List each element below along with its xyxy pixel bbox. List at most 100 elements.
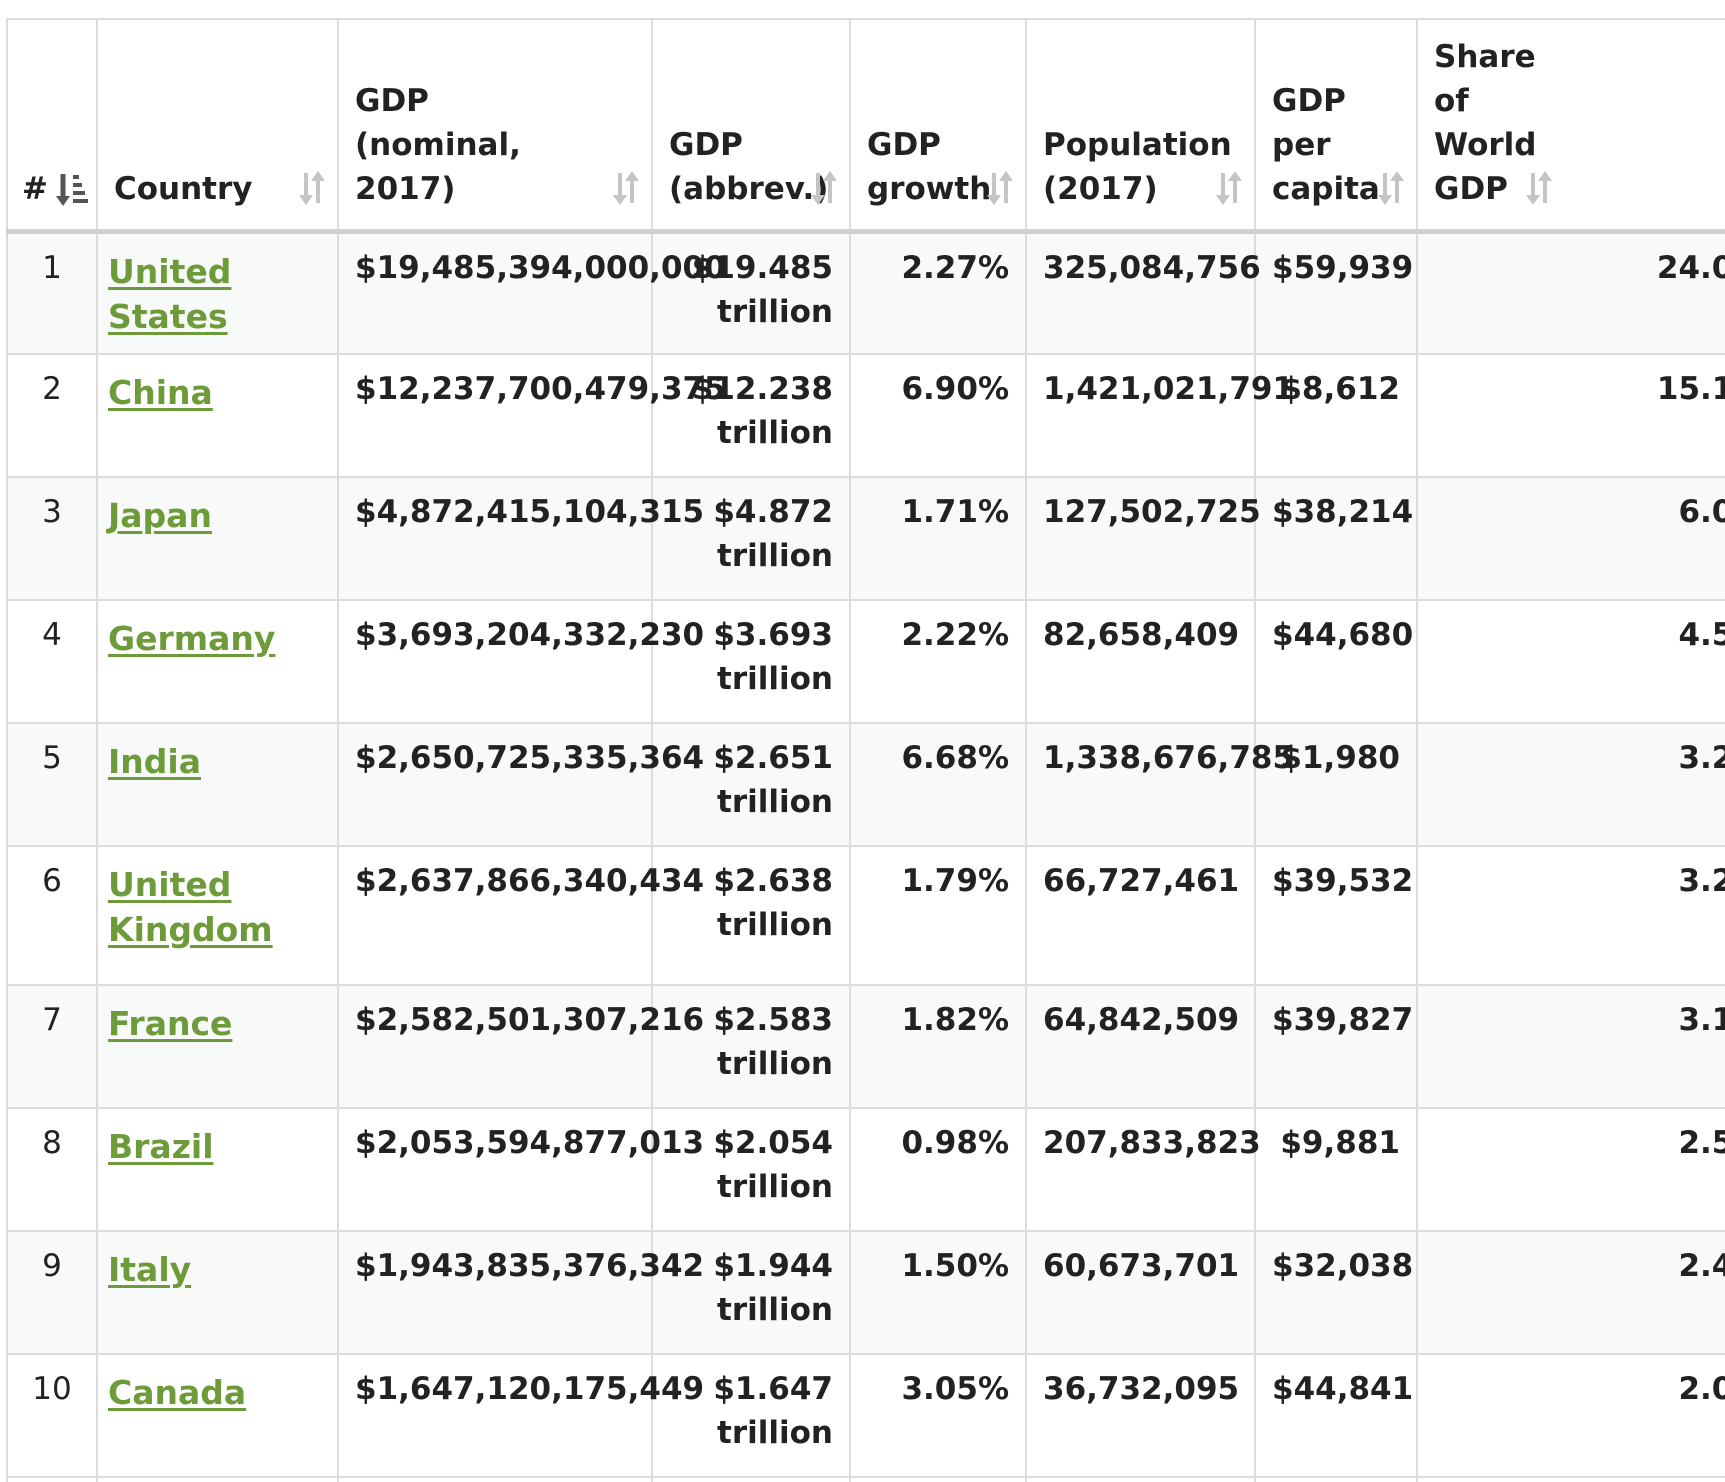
column-header-label: GDP per capita — [1272, 82, 1380, 207]
cell-rank: 8 — [6, 1107, 98, 1232]
cell-share-world-gdp: 15.12% — [1416, 353, 1725, 478]
cell-country: India — [96, 722, 339, 847]
cell-population: 325,084,756 — [1025, 230, 1261, 355]
gdp-abbrev-value: $2.638 trillion — [713, 863, 833, 943]
cell-share-world-gdp: 2.04% — [1416, 1353, 1725, 1478]
cell-gdp-abbrev: $2.638 trillion — [651, 845, 851, 986]
gdp-abbrev-value: $2.651 trillion — [713, 740, 833, 820]
cell-rank: 6 — [6, 845, 98, 986]
table-body: 1 United States $19,485,394,000,000 $19.485… — [6, 230, 1725, 1482]
cell-rank: 4 — [6, 599, 98, 724]
column-header-gdp-nominal[interactable]: GDP (nominal, 2017) — [337, 18, 653, 234]
cell-country: France — [96, 984, 339, 1109]
cell-gdp-per-capita: $8,612 — [1254, 353, 1418, 478]
sort-icon[interactable] — [611, 169, 641, 207]
table-row: 9 Italy $1,943,835,376,342 $1.944 trillion 1… — [6, 1230, 1725, 1355]
table-row-partial — [6, 1476, 1725, 1482]
table-row: 8 Brazil $2,053,594,877,013 $2.054 trillion… — [6, 1107, 1725, 1232]
cell-country: China — [96, 353, 339, 478]
cell-share-world-gdp: 3.28% — [1416, 722, 1725, 847]
cell-rank: 5 — [6, 722, 98, 847]
country-link[interactable]: India — [108, 742, 201, 781]
cell-country: Germany — [96, 599, 339, 724]
column-header-label: Country — [114, 170, 253, 207]
country-link[interactable]: France — [108, 1004, 233, 1043]
gdp-table: # Country GDP (nominal, 2017) GDP (abbrev.)… — [6, 18, 1725, 1482]
cell-rank: 9 — [6, 1230, 98, 1355]
gdp-table-container: # Country GDP (nominal, 2017) GDP (abbrev.)… — [6, 18, 1725, 1482]
cell-gdp-abbrev: $1.944 trillion — [651, 1230, 851, 1355]
sort-icon[interactable] — [297, 169, 327, 207]
cell-population: 127,502,725 — [1025, 476, 1261, 601]
empty-cell — [337, 1476, 653, 1482]
rank-header-wrap: # — [22, 167, 88, 211]
cell-gdp-growth: 1.71% — [849, 476, 1027, 601]
country-link[interactable]: Germany — [108, 619, 276, 658]
cell-rank: 2 — [6, 353, 98, 478]
sort-numeric-asc-icon[interactable] — [55, 170, 88, 208]
cell-population: 82,658,409 — [1025, 599, 1256, 724]
cell-rank: 1 — [6, 230, 98, 355]
column-header-share-world-gdp[interactable]: Share of World GDP — [1416, 18, 1725, 234]
empty-cell — [6, 1476, 98, 1482]
gdp-abbrev-value: $4.872 trillion — [713, 494, 833, 574]
column-header-gdp-growth[interactable]: GDP growth — [849, 18, 1027, 234]
cell-gdp-per-capita: $38,214 — [1254, 476, 1418, 601]
sort-icon[interactable] — [809, 169, 839, 207]
country-link[interactable]: China — [108, 373, 213, 412]
cell-gdp-nominal: $3,693,204,332,230 — [337, 599, 704, 724]
country-link[interactable]: Brazil — [108, 1127, 214, 1166]
cell-share-world-gdp: 6.02% — [1416, 476, 1725, 601]
cell-share-world-gdp: 3.26% — [1416, 845, 1725, 986]
gdp-abbrev-value: $19.485 trillion — [691, 249, 833, 330]
column-header-label: GDP (abbrev.) — [669, 126, 829, 207]
cell-rank: 7 — [6, 984, 98, 1109]
country-link[interactable]: United Kingdom — [108, 865, 273, 949]
cell-gdp-nominal: $2,650,725,335,364 — [337, 722, 704, 847]
cell-country: United Kingdom — [96, 845, 339, 986]
table-row: 5 India $2,650,725,335,364 $2.651 trillion 6… — [6, 722, 1725, 847]
cell-gdp-per-capita: $32,038 — [1254, 1230, 1418, 1355]
column-header-country[interactable]: Country — [96, 18, 339, 234]
gdp-abbrev-value: $1.647 trillion — [713, 1371, 833, 1451]
country-link[interactable]: United States — [108, 251, 232, 336]
country-link[interactable]: Japan — [108, 496, 212, 535]
cell-gdp-per-capita: $59,939 — [1254, 230, 1418, 355]
cell-gdp-abbrev: $4.872 trillion — [651, 476, 851, 601]
column-header-gdp-abbrev[interactable]: GDP (abbrev.) — [651, 18, 851, 234]
gdp-abbrev-value: $2.054 trillion — [713, 1125, 833, 1205]
header-row: # Country GDP (nominal, 2017) GDP (abbrev.)… — [6, 18, 1725, 234]
sort-icon[interactable] — [985, 169, 1015, 207]
column-header-label: # — [22, 170, 48, 207]
country-link[interactable]: Italy — [108, 1250, 192, 1289]
cell-gdp-nominal: $1,943,835,376,342 — [337, 1230, 704, 1355]
cell-population: 66,727,461 — [1025, 845, 1256, 986]
column-header-label: Share of World GDP — [1434, 38, 1537, 207]
sort-icon[interactable] — [1524, 169, 1554, 207]
gdp-abbrev-value: $12.238 trillion — [691, 371, 833, 451]
table-row: 4 Germany $3,693,204,332,230 $3.693 trillio… — [6, 599, 1725, 724]
column-header-label: GDP (nominal, 2017) — [355, 82, 521, 207]
cell-gdp-per-capita: $44,680 — [1254, 599, 1418, 724]
cell-share-world-gdp: 3.19% — [1416, 984, 1725, 1109]
column-header-label: Population (2017) — [1043, 126, 1232, 207]
cell-gdp-abbrev: $3.693 trillion — [651, 599, 851, 724]
cell-rank: 10 — [6, 1353, 98, 1478]
sort-icon[interactable] — [1214, 169, 1244, 207]
cell-share-world-gdp: 4.56% — [1416, 599, 1725, 724]
cell-gdp-growth: 6.68% — [849, 722, 1027, 847]
empty-cell — [1416, 1476, 1725, 1482]
column-header-gdp-per-capita[interactable]: GDP per capita — [1254, 18, 1418, 234]
cell-share-world-gdp: 2.40% — [1416, 1230, 1725, 1355]
cell-gdp-per-capita: $44,841 — [1254, 1353, 1418, 1478]
sort-icon[interactable] — [1376, 169, 1406, 207]
cell-gdp-growth: 1.82% — [849, 984, 1027, 1109]
cell-population: 64,842,509 — [1025, 984, 1256, 1109]
table-row: 2 China $12,237,700,479,375 $12.238 trillio… — [6, 353, 1725, 478]
table-row: 7 France $2,582,501,307,216 $2.583 trillion… — [6, 984, 1725, 1109]
cell-country: United States — [96, 230, 339, 355]
column-header-population[interactable]: Population (2017) — [1025, 18, 1256, 234]
cell-gdp-nominal: $4,872,415,104,315 — [337, 476, 704, 601]
country-link[interactable]: Canada — [108, 1373, 247, 1412]
column-header-rank[interactable]: # — [6, 18, 98, 234]
